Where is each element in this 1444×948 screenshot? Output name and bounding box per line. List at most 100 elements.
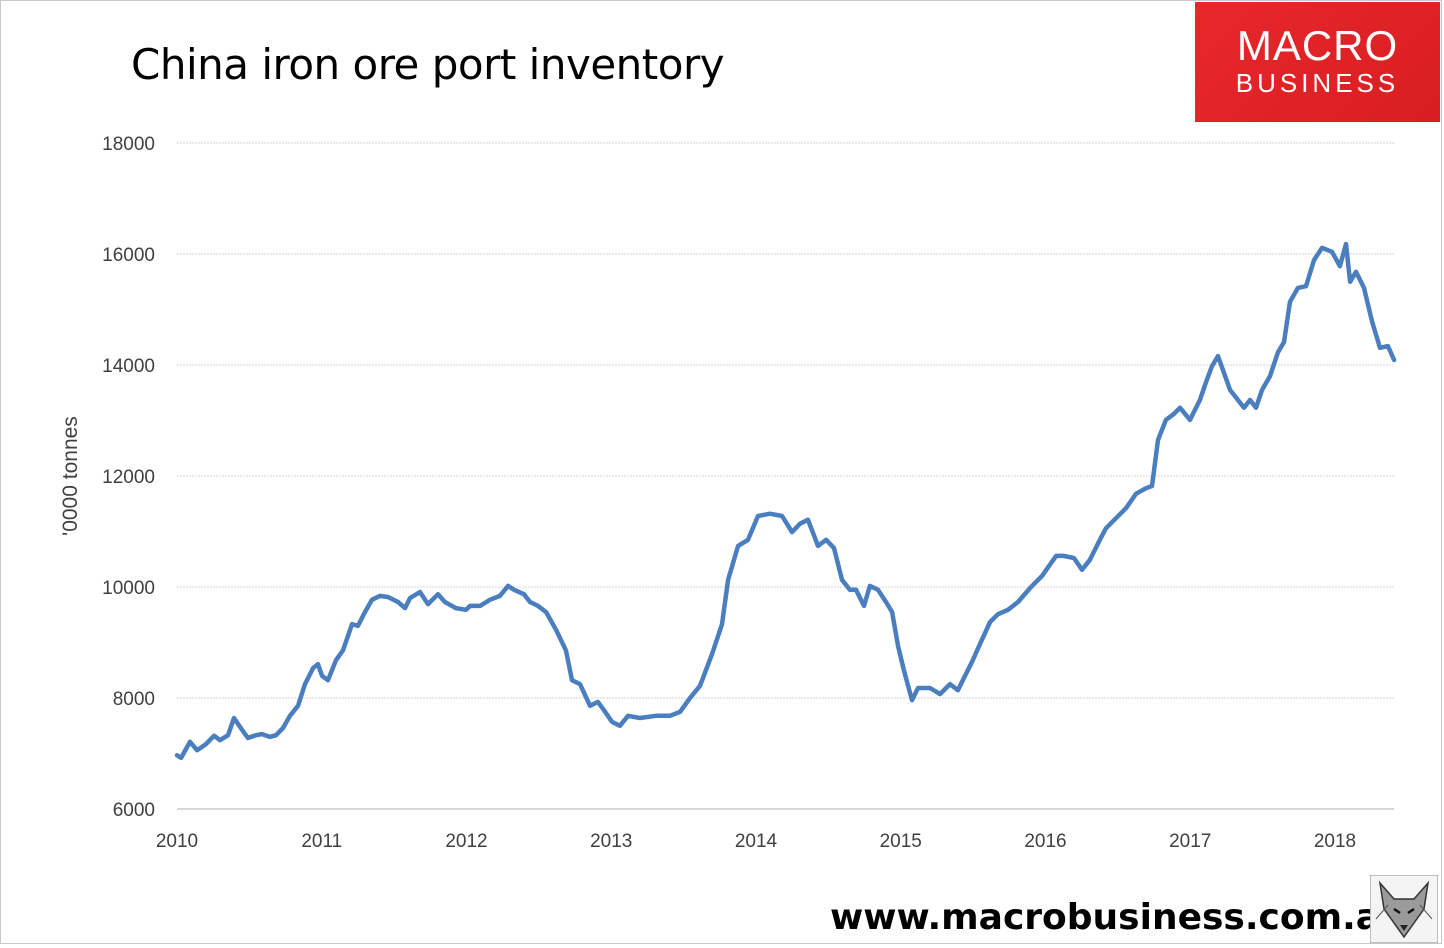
- x-tick-label: 2010: [156, 831, 198, 852]
- data-point: [746, 538, 750, 542]
- data-point: [736, 544, 740, 548]
- data-point: [1172, 412, 1176, 416]
- data-point: [668, 714, 672, 718]
- data-point: [1392, 358, 1396, 362]
- logo-line1: MACRO: [1236, 22, 1399, 69]
- data-point: [806, 518, 810, 522]
- data-point: [195, 748, 199, 752]
- data-point: [1006, 608, 1010, 612]
- data-point: [188, 740, 192, 744]
- data-point: [928, 686, 932, 690]
- data-point: [1320, 246, 1324, 250]
- data-point: [710, 652, 714, 656]
- y-tick-label: 14000: [102, 356, 155, 377]
- data-point: [468, 604, 472, 608]
- data-point: [720, 622, 724, 626]
- data-point: [848, 588, 852, 592]
- data-point: [876, 588, 880, 592]
- data-point: [1216, 354, 1220, 358]
- data-point: [1054, 554, 1058, 558]
- data-point: [840, 578, 844, 582]
- data-point: [334, 658, 338, 662]
- data-point: [1134, 492, 1138, 496]
- data-point: [288, 714, 292, 718]
- data-point: [618, 724, 622, 728]
- data-point: [303, 682, 307, 686]
- data-point: [654, 714, 658, 718]
- data-point: [512, 588, 516, 592]
- data-point: [1362, 286, 1366, 290]
- data-point: [326, 678, 330, 682]
- data-point: [832, 546, 836, 550]
- data-point: [268, 735, 272, 739]
- data-point: [341, 648, 345, 652]
- data-point: [464, 608, 468, 612]
- data-point: [1124, 506, 1128, 510]
- x-tick-label: 2015: [880, 831, 922, 852]
- data-point: [996, 612, 1000, 616]
- data-point: [478, 604, 482, 608]
- website-url: www.macrobusiness.com.au: [830, 897, 1406, 938]
- data-point: [226, 733, 230, 737]
- data-point: [363, 610, 367, 614]
- data-point: [1156, 438, 1160, 442]
- data-point: [678, 710, 682, 714]
- data-point: [1072, 556, 1076, 560]
- data-point: [1114, 516, 1118, 520]
- data-point: [179, 756, 183, 760]
- data-point: [1178, 406, 1182, 410]
- data-point: [443, 600, 447, 604]
- data-point: [1028, 586, 1032, 590]
- data-point: [890, 610, 894, 614]
- data-point: [948, 682, 952, 686]
- data-point: [756, 514, 760, 518]
- data-point: [1098, 538, 1102, 542]
- data-point: [902, 668, 906, 672]
- data-point: [698, 684, 702, 688]
- data-point: [780, 514, 784, 518]
- data-point: [311, 666, 315, 670]
- data-point: [1288, 300, 1292, 304]
- data-point: [638, 716, 642, 720]
- data-point: [1378, 346, 1382, 350]
- data-point: [1348, 280, 1352, 284]
- data-point: [988, 620, 992, 624]
- data-point: [212, 734, 216, 738]
- data-point: [960, 680, 964, 684]
- data-point: [488, 598, 492, 602]
- x-tick-label: 2013: [590, 831, 632, 852]
- data-point: [1248, 398, 1252, 402]
- data-point: [1204, 380, 1208, 384]
- data-point: [1062, 554, 1066, 558]
- data-point: [522, 592, 526, 596]
- data-point: [1282, 340, 1286, 344]
- data-point: [1040, 574, 1044, 578]
- x-tick-label: 2012: [445, 831, 487, 852]
- data-point: [1370, 320, 1374, 324]
- data-point: [790, 530, 794, 534]
- y-tick-label: 6000: [113, 800, 155, 821]
- data-point: [1088, 558, 1092, 562]
- data-point: [544, 610, 548, 614]
- data-point: [1344, 242, 1348, 246]
- y-tick-label: 12000: [102, 467, 155, 488]
- data-point: [386, 595, 390, 599]
- data-point: [1268, 374, 1272, 378]
- data-point: [596, 700, 600, 704]
- data-point: [218, 738, 222, 742]
- data-point: [378, 594, 382, 598]
- data-point: [1104, 526, 1108, 530]
- data-point: [610, 720, 614, 724]
- data-point: [1276, 350, 1280, 354]
- y-tick-label: 8000: [113, 689, 155, 710]
- data-point: [816, 544, 820, 548]
- data-point: [350, 622, 354, 626]
- data-point: [868, 584, 872, 588]
- data-point: [396, 600, 400, 604]
- data-point: [426, 602, 430, 606]
- data-point: [1198, 398, 1202, 402]
- y-tick-label: 16000: [102, 245, 155, 266]
- data-point: [1080, 568, 1084, 572]
- x-tick-label: 2016: [1024, 831, 1066, 852]
